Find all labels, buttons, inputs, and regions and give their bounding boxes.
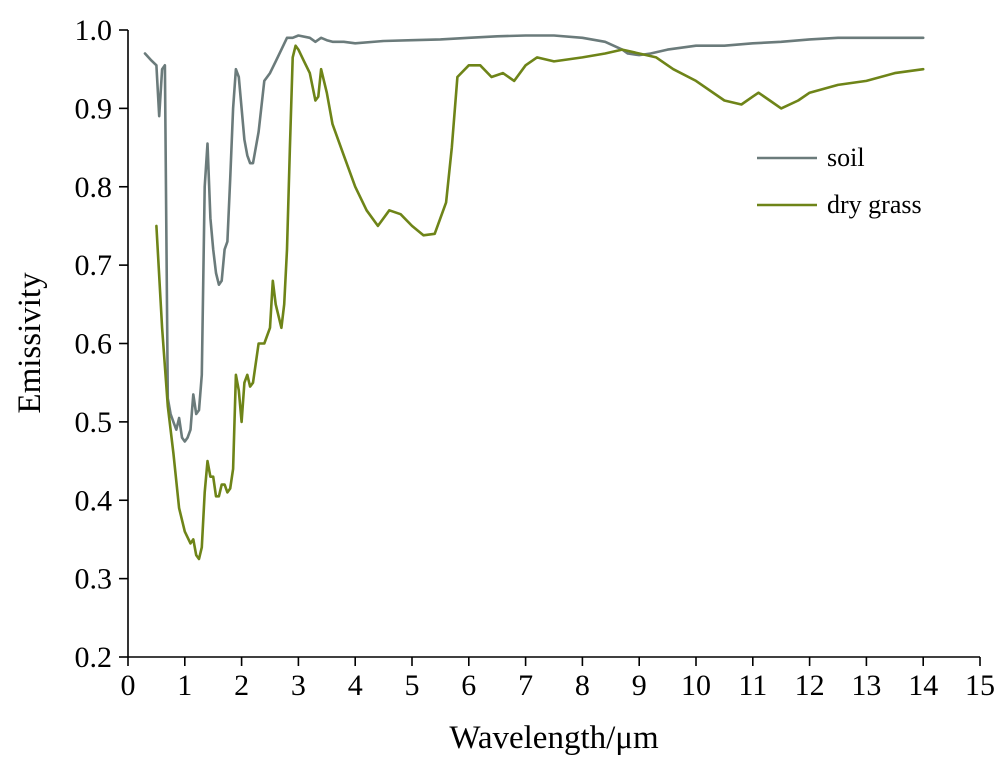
series-line-soil xyxy=(143,34,925,443)
x-tick-label: 8 xyxy=(575,669,590,702)
y-axis-title: Emissivity xyxy=(12,272,48,414)
axes-layer xyxy=(127,30,980,658)
x-tick-label: 0 xyxy=(121,669,136,702)
y-tick-label: 0.6 xyxy=(75,328,113,361)
y-tick-label: 0.7 xyxy=(75,249,113,282)
legend-label: soil xyxy=(827,143,865,172)
x-tick-label: 4 xyxy=(348,669,363,702)
x-tick-label: 12 xyxy=(795,669,825,702)
y-tick-label: 1.0 xyxy=(75,14,113,47)
x-tick-label: 3 xyxy=(291,669,306,702)
y-tick-label: 0.3 xyxy=(75,563,113,596)
y-tick-label: 0.2 xyxy=(75,641,113,674)
x-tick-label: 7 xyxy=(518,669,533,702)
series-line-dry-grass xyxy=(155,44,925,561)
y-tick-label: 0.9 xyxy=(75,92,113,125)
x-tick-label: 15 xyxy=(965,669,995,702)
x-tick-label: 11 xyxy=(738,669,767,702)
y-tick-label: 0.8 xyxy=(75,171,113,204)
x-tick-label: 2 xyxy=(234,669,249,702)
legend-label: dry grass xyxy=(827,190,922,219)
x-tick-label: 14 xyxy=(908,669,938,702)
legend: soil dry grass xyxy=(757,143,922,219)
series-layer xyxy=(143,34,925,561)
ticks-layer: 0 1 2 3 4 5 6 7 8 9 10 11 12 13 14 150.20.30.40.50.60.7… xyxy=(75,14,996,702)
x-axis-title: Wavelength/μm xyxy=(449,720,659,756)
x-tick-label: 1 xyxy=(177,669,192,702)
x-tick-label: 10 xyxy=(681,669,711,702)
y-tick-label: 0.5 xyxy=(75,406,113,439)
x-tick-label: 5 xyxy=(405,669,420,702)
x-tick-label: 6 xyxy=(461,669,476,702)
x-tick-label: 9 xyxy=(632,669,647,702)
y-tick-label: 0.4 xyxy=(75,484,113,517)
x-tick-label: 13 xyxy=(851,669,881,702)
